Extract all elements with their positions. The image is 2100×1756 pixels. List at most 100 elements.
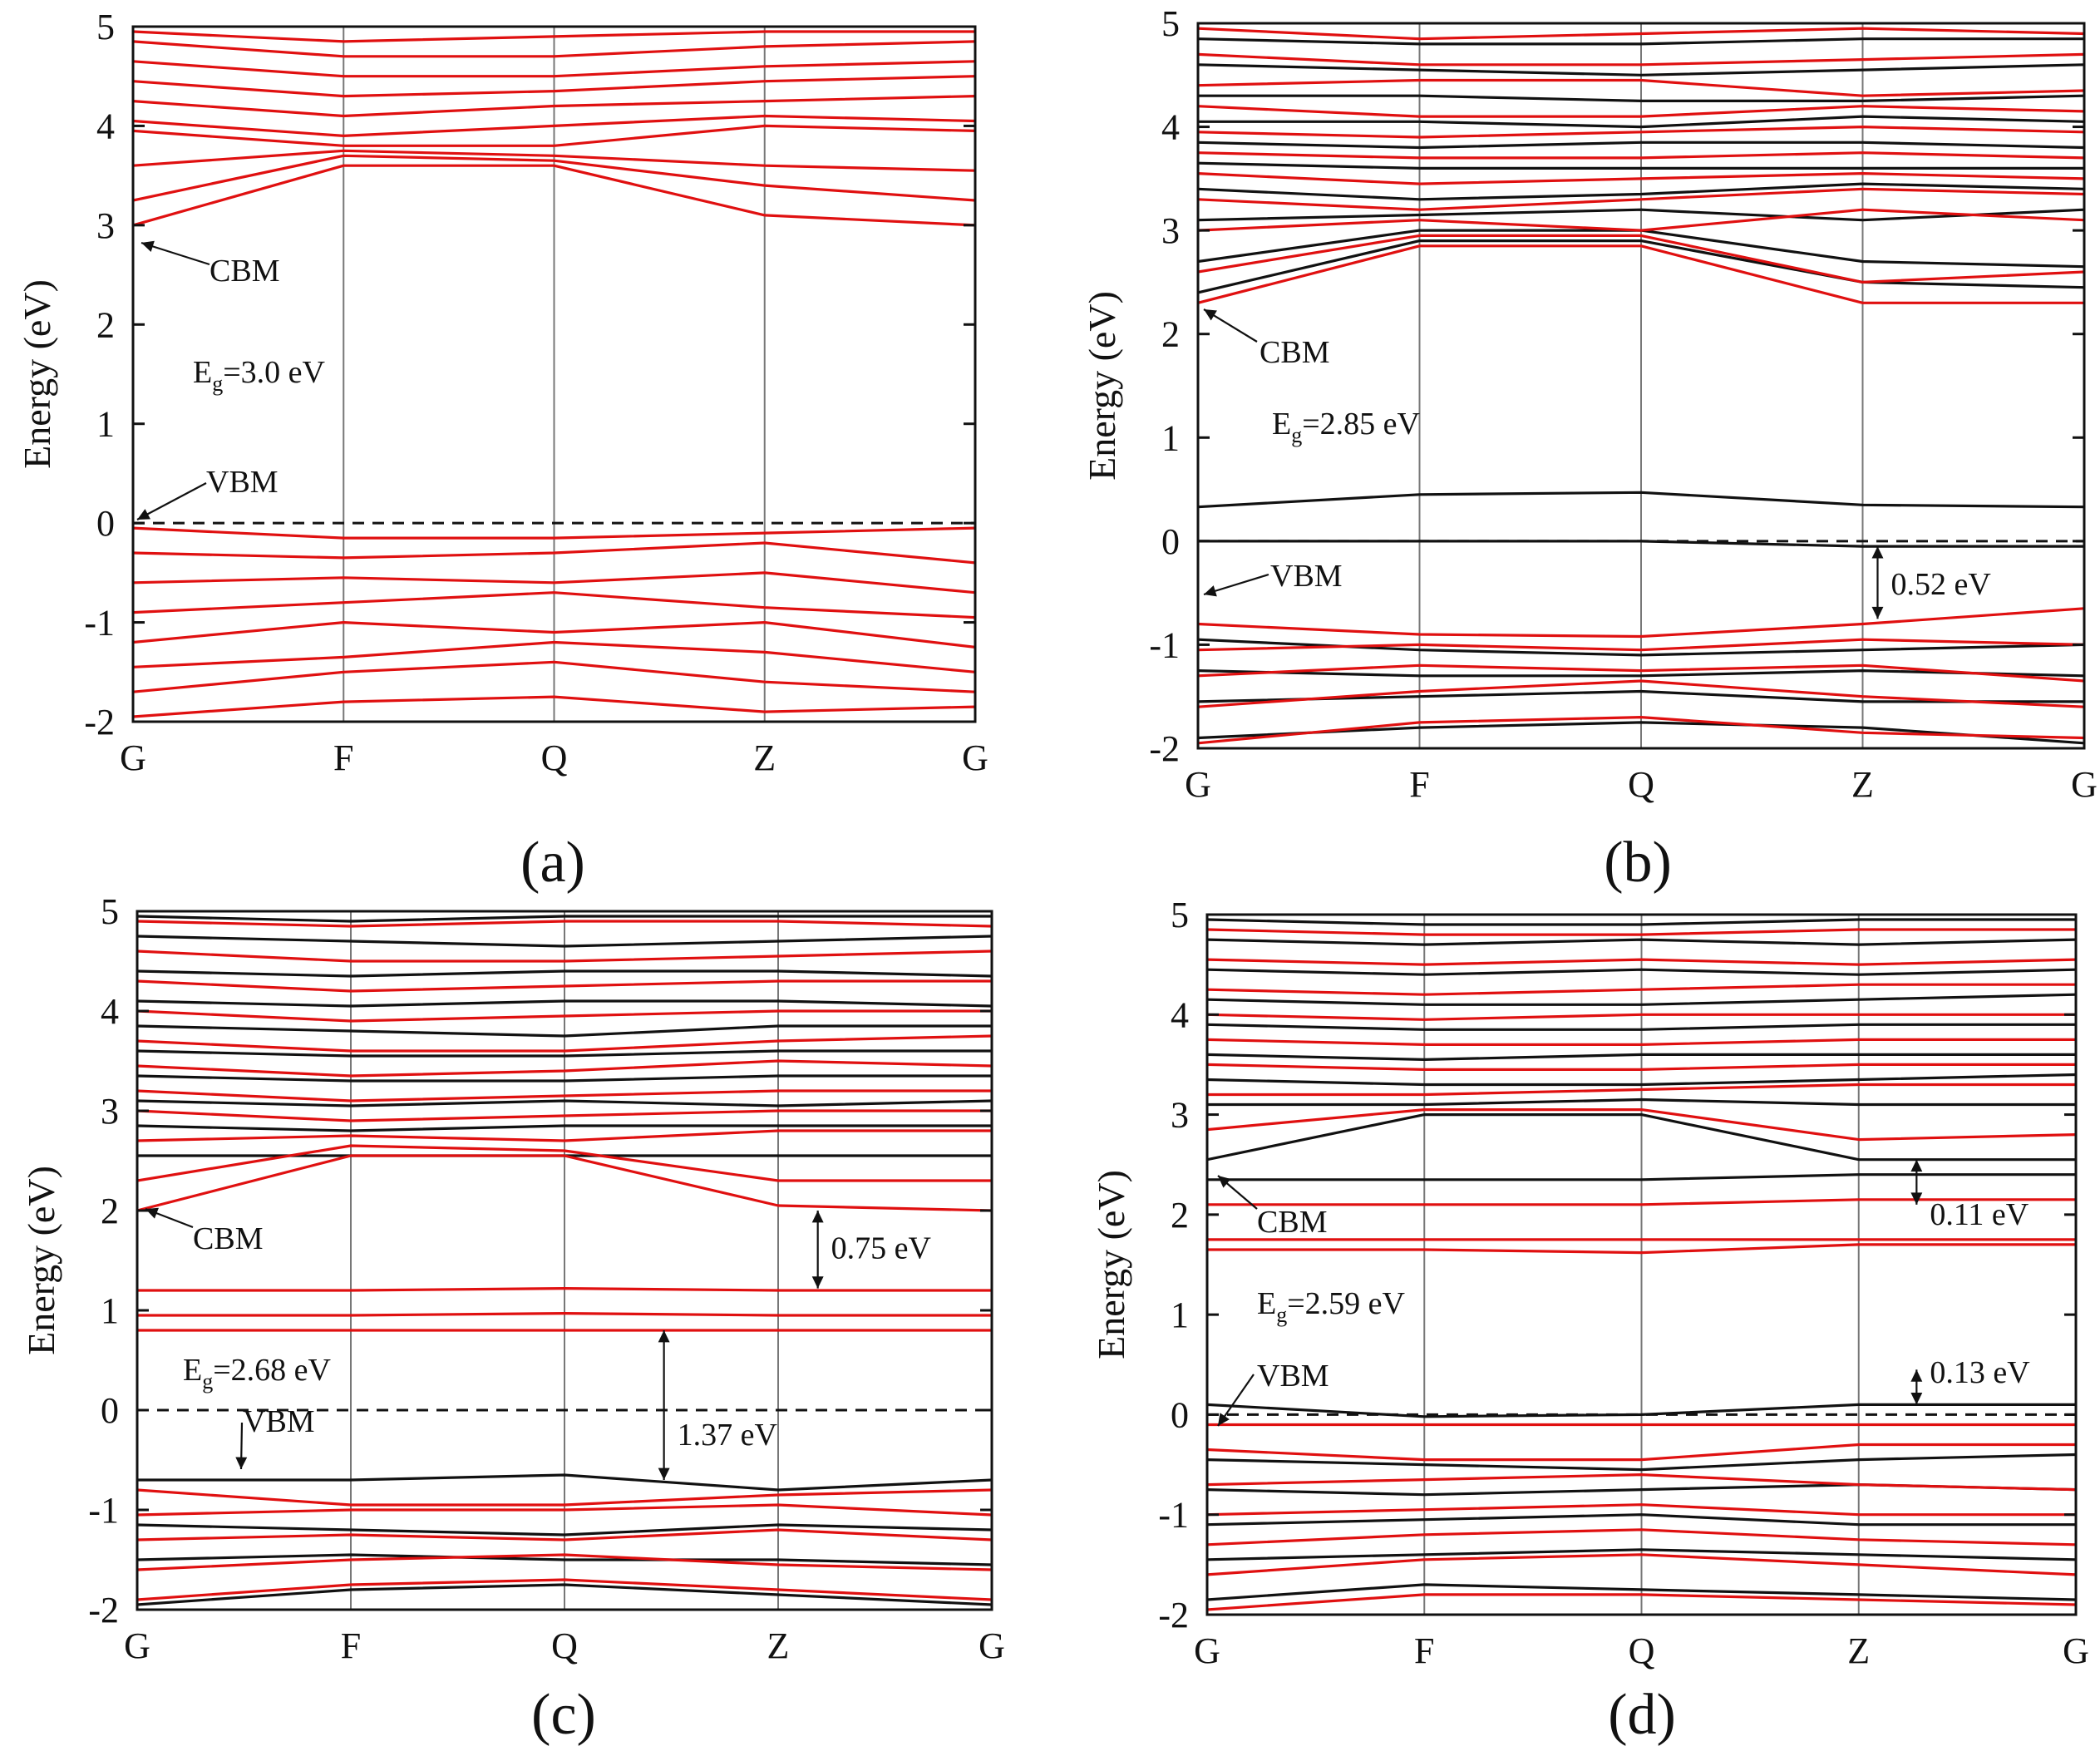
y-tick-label: 1	[1161, 417, 1180, 458]
band-line-spin-up	[137, 1311, 992, 1317]
band-line-spin-down	[137, 1099, 992, 1107]
y-tick-label: 5	[1171, 895, 1189, 935]
x-tick-label: G	[1185, 764, 1211, 805]
band-line-spin-up	[1198, 187, 2084, 211]
plot-frame	[136, 910, 993, 1611]
y-axis-label: Energy (eV)	[16, 279, 58, 469]
bands	[1207, 918, 2076, 1611]
band-line-spin-up	[1207, 928, 2076, 936]
band-line-spin-up	[1207, 1243, 2076, 1255]
band-line-spin-up	[137, 1528, 992, 1541]
panel-label: (c)	[531, 1683, 596, 1747]
x-tick-label: G	[979, 1625, 1005, 1666]
band-gap-label: Eg=2.85 eV	[1272, 407, 1421, 447]
x-tick-label: Z	[1847, 1630, 1870, 1671]
y-tick-label: 3	[1161, 210, 1180, 251]
band-line-spin-up	[1198, 52, 2084, 67]
y-tick-label: -1	[88, 1490, 119, 1531]
band-line-spin-up	[1198, 105, 2084, 118]
y-tick-label: 1	[101, 1290, 119, 1331]
x-tick-label: Z	[753, 737, 776, 778]
band-line-spin-down	[137, 1124, 992, 1132]
band-line-spin-down	[137, 999, 992, 1008]
cbm-label: CBM	[1260, 335, 1329, 370]
band-line-spin-up	[1198, 151, 2084, 160]
band-line-spin-down	[1198, 161, 2084, 170]
band-line-spin-up	[133, 60, 975, 78]
plot-frame	[131, 25, 977, 723]
band-line-spin-up	[133, 75, 975, 98]
bands	[133, 30, 975, 718]
band-line-spin-down	[1207, 1513, 2076, 1527]
band-line-spin-down	[1198, 668, 2084, 678]
band-line-spin-up	[137, 1009, 992, 1023]
cbm-label: CBM	[193, 1221, 263, 1256]
band-line-spin-up	[137, 979, 992, 993]
band-line-spin-down	[1207, 1548, 2076, 1561]
band-line-spin-up	[1198, 663, 2084, 683]
band-line-spin-up	[1207, 1038, 2076, 1047]
vbm-pointer-head	[1204, 585, 1217, 597]
y-tick-label: 0	[96, 503, 115, 544]
band-line-spin-down	[137, 1523, 992, 1536]
band-line-spin-down	[1198, 182, 2084, 201]
band-line-spin-up	[1207, 1553, 2076, 1576]
y-tick-label: -2	[1149, 728, 1180, 769]
band-line-spin-up	[1198, 172, 2084, 185]
band-line-spin-up	[133, 114, 975, 137]
band-line-spin-up	[137, 950, 992, 963]
band-line-spin-up	[133, 95, 975, 118]
x-tick-label: F	[341, 1625, 361, 1666]
y-tick-label: 1	[96, 404, 115, 445]
band-line-spin-down	[1207, 1023, 2076, 1031]
band-line-spin-down	[1207, 968, 2076, 976]
band-line-spin-down	[1207, 1073, 2076, 1087]
x-tick-label: Q	[541, 737, 568, 778]
x-tick-label: G	[1194, 1630, 1220, 1671]
x-tick-label: G	[2063, 1630, 2089, 1671]
band-line-spin-down	[137, 1049, 992, 1058]
y-tick-label: 3	[101, 1091, 119, 1132]
band-line-spin-up	[133, 660, 975, 693]
band-line-spin-down	[1198, 491, 2084, 509]
y-axis-label: Energy (eV)	[1090, 1170, 1132, 1359]
band-line-spin-up	[137, 1553, 992, 1571]
band-line-spin-up	[1207, 1593, 2076, 1611]
band-gap-label: Eg=2.59 eV	[1257, 1286, 1406, 1327]
band-line-spin-down	[1207, 1173, 2076, 1181]
gap-arrow-head	[1871, 606, 1884, 619]
gap-annotation: 1.37 eV	[678, 1418, 778, 1453]
band-line-spin-up	[133, 30, 975, 43]
gap-annotation: 0.75 eV	[831, 1231, 932, 1266]
x-tick-label: Z	[767, 1625, 790, 1666]
band-line-spin-down	[137, 915, 992, 923]
x-tick-label: G	[124, 1625, 150, 1666]
gap-arrow-head	[658, 1330, 670, 1343]
y-tick-label: -1	[1149, 624, 1180, 665]
band-line-spin-up	[133, 154, 975, 202]
panel-label: (a)	[520, 831, 585, 895]
band-line-spin-up	[1198, 234, 2084, 284]
gap-arrow-head	[1910, 1192, 1923, 1205]
vbm-label: VBM	[1270, 559, 1343, 594]
band-line-spin-down	[1207, 1053, 2076, 1062]
band-line-spin-down	[1198, 208, 2084, 222]
band-line-spin-down	[1198, 37, 2084, 46]
y-tick-label: 4	[101, 991, 119, 1032]
y-tick-label: 0	[1171, 1394, 1189, 1435]
band-panel-b: -2 -1 0 1 2 3 4 5 G F Q Z G Energy (eV) (b) Eg=2.85 eV C…	[1081, 3, 2098, 895]
x-tick-label: Q	[1629, 1630, 1655, 1671]
gap-annotation: 0.52 eV	[1890, 567, 1991, 602]
gap-arrow-head	[1910, 1369, 1923, 1382]
gap-arrow-head	[1871, 546, 1884, 559]
y-axis-label: Energy (eV)	[20, 1166, 62, 1355]
band-line-spin-down	[137, 1024, 992, 1038]
band-line-spin-up	[137, 920, 992, 928]
band-line-spin-down	[1198, 94, 2084, 103]
band-line-spin-up	[137, 1144, 992, 1182]
gap-annotation: 0.11 eV	[1930, 1197, 2029, 1232]
band-line-spin-up	[133, 541, 975, 565]
y-tick-label: 0	[101, 1390, 119, 1431]
band-line-spin-up	[133, 124, 975, 147]
band-line-spin-up	[137, 1034, 992, 1053]
